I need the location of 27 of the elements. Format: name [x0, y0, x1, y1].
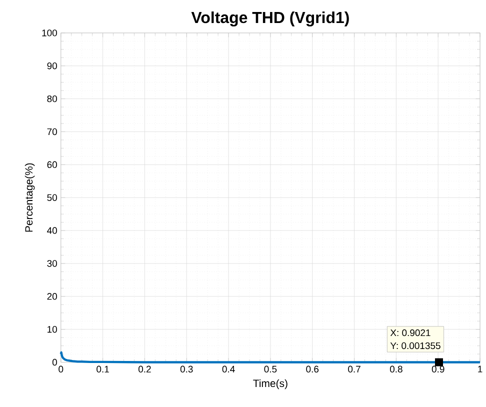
- x-tick-label: 0.7: [348, 366, 360, 372]
- y-tick-label: 10: [48, 326, 57, 333]
- x-tick-label: 0.9: [432, 366, 444, 372]
- y-tick-label: 90: [47, 62, 57, 70]
- x-tick-label: 0.8: [390, 366, 402, 372]
- x-tick-label: 0.5: [264, 366, 277, 372]
- y-tick-label: 100: [42, 30, 57, 36]
- annotation: Y: 0.001355: [390, 342, 440, 350]
- y-tick-label: 50: [47, 194, 57, 201]
- y-tick-label: 60: [47, 161, 57, 168]
- y-axis-title: Percentage(%): [24, 163, 35, 232]
- y-tick-label: 70: [47, 128, 57, 136]
- x-tick-label: 0.1: [96, 366, 109, 372]
- x-tick-label: 0.6: [306, 366, 319, 372]
- x-tick-label: 0.2: [138, 366, 151, 372]
- x-tick-label: 0: [58, 366, 64, 372]
- y-tick-label: 30: [47, 260, 57, 267]
- chart-title: Voltage THD (Vgrid1): [191, 11, 349, 26]
- annotation: X: 0.9021: [390, 329, 430, 336]
- y-tick-label: 0: [52, 358, 57, 366]
- y-tick-label: 80: [47, 95, 57, 102]
- y-tick-label: 40: [47, 227, 57, 234]
- x-tick-label: 0.4: [222, 366, 235, 372]
- x-tick-label: 0.3: [180, 366, 193, 372]
- y-tick-label: 20: [47, 292, 57, 300]
- x-axis-title: Time(s): [253, 379, 288, 390]
- x-tick-label: 1: [478, 366, 482, 372]
